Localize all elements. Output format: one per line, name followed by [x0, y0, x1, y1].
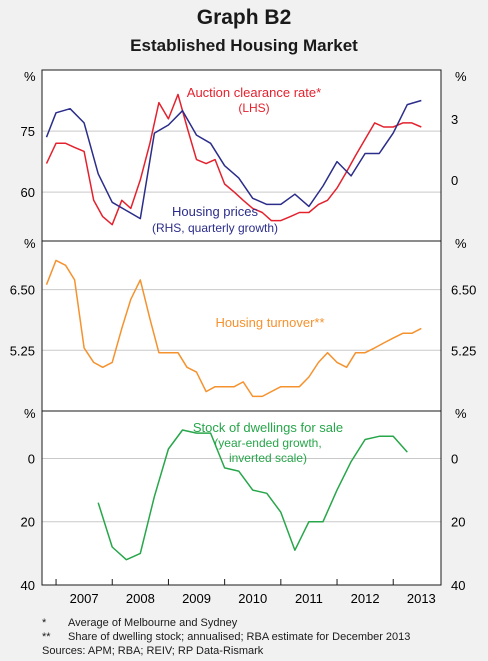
- footnote-text: Share of dwelling stock; annualised; RBA…: [68, 631, 411, 643]
- y-tick-label-right: 0: [451, 173, 458, 188]
- unit-right-panel-3: %: [455, 406, 467, 421]
- y-tick-label-left: 60: [21, 185, 35, 200]
- footnote-mark: *: [42, 617, 47, 629]
- series-lines: [45, 93, 422, 561]
- footnote-mark: **: [42, 631, 51, 643]
- x-tick-label: 2013: [407, 591, 436, 606]
- series-sublabel-prices: (RHS, quarterly growth): [152, 221, 278, 235]
- series-line-stock-of-dwellings-for-sale: [97, 429, 408, 561]
- plot-background: [42, 70, 441, 585]
- series-label-auction: Auction clearance rate*: [187, 85, 321, 100]
- y-tick-label-left: 6.50: [10, 283, 35, 298]
- unit-right-panel-2: %: [455, 236, 467, 251]
- series-sublabel-stock-2: inverted scale): [229, 451, 307, 465]
- footnote-1: * Average of Melbourne and Sydney: [42, 617, 237, 629]
- unit-left-panel-1: %: [24, 69, 36, 84]
- series-label-turnover: Housing turnover**: [215, 315, 324, 330]
- series-line-housing-prices: [45, 99, 422, 220]
- y-tick-label-right: 0: [451, 451, 458, 466]
- y-tick-label-right: 40: [451, 578, 465, 593]
- footnote-2: ** Share of dwelling stock; annualised; R…: [42, 631, 410, 643]
- y-tick-label-left: 75: [21, 124, 35, 139]
- tick-labels: 60 75 0 3 5.25 6.50 5.25 6.50 0 20 40 0 20 40 2007 2008…: [10, 112, 477, 606]
- y-tick-label-right: 5.25: [451, 343, 476, 358]
- chart-text: % % % % % % Auction clearance rate* (LHS…: [24, 69, 467, 465]
- graph-title: Graph B2: [196, 6, 292, 29]
- footnote-text: Average of Melbourne and Sydney: [68, 617, 238, 629]
- panel-dividers: [42, 240, 441, 412]
- y-tick-label-right: 3: [451, 112, 458, 127]
- x-tick-label: 2009: [182, 591, 211, 606]
- y-tick-label-right: 20: [451, 515, 465, 530]
- series-sublabel-stock-1: (year-ended growth,: [214, 436, 321, 450]
- x-tick-label: 2012: [351, 591, 380, 606]
- sources-text: Sources: APM; RBA; REIV; RP Data-Rismark: [42, 645, 264, 657]
- x-tick-label: 2007: [70, 591, 99, 606]
- y-tick-label-left: 0: [28, 451, 35, 466]
- x-tick-label: 2011: [295, 591, 323, 606]
- series-line-housing-turnover: [45, 259, 422, 398]
- plot-frame: [41, 69, 442, 586]
- y-tick-label-left: 20: [21, 515, 35, 530]
- sources-note: Sources: APM; RBA; REIV; RP Data-Rismark: [42, 645, 263, 657]
- series-sublabel-auction: (LHS): [238, 101, 269, 115]
- unit-left-panel-2: %: [24, 236, 36, 251]
- graph-subtitle: Established Housing Market: [130, 36, 358, 55]
- x-tick-label: 2008: [126, 591, 155, 606]
- y-tick-label-left: 40: [21, 578, 35, 593]
- series-label-stock: Stock of dwellings for sale: [193, 420, 343, 435]
- y-tick-label-left: 5.25: [10, 343, 35, 358]
- unit-right-panel-1: %: [455, 69, 467, 84]
- series-line-auction-clearance-rate: [45, 93, 422, 226]
- x-tick-label: 2010: [238, 591, 267, 606]
- x-axis-ticks: [55, 579, 394, 585]
- unit-left-panel-3: %: [24, 406, 36, 421]
- series-label-prices: Housing prices: [172, 204, 258, 219]
- y-tick-label-right: 6.50: [451, 283, 476, 298]
